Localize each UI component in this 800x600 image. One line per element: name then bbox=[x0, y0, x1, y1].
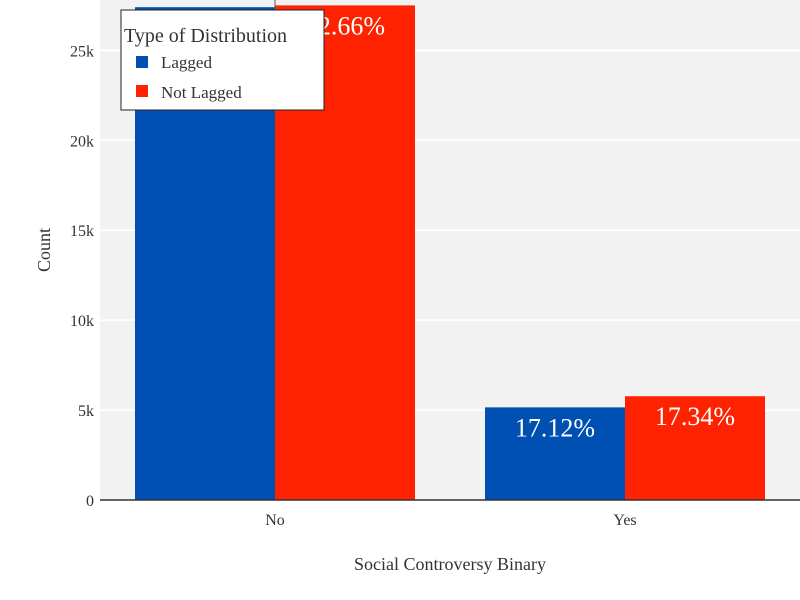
y-tick-label: 20k bbox=[70, 133, 94, 150]
y-tick-label: 25k bbox=[70, 43, 94, 60]
y-tick-label: 5k bbox=[78, 403, 94, 420]
bar-data-label: 17.12% bbox=[515, 413, 595, 442]
y-axis-title: Count bbox=[34, 228, 54, 272]
legend-box bbox=[120, 9, 325, 111]
y-tick-label: 10k bbox=[70, 313, 94, 330]
legend-label-lagged: Lagged bbox=[161, 53, 212, 72]
legend-label-not-lagged: Not Lagged bbox=[161, 83, 242, 102]
x-tick-label: Yes bbox=[613, 512, 636, 529]
bar-lagged-yes bbox=[485, 407, 625, 500]
legend-title: Type of Distribution bbox=[124, 25, 287, 47]
legend-swatch-lagged bbox=[136, 56, 148, 68]
y-tick-label: 15k bbox=[70, 223, 94, 240]
bar-data-label: 17.34% bbox=[655, 402, 735, 431]
x-axis-title: Social Controversy Binary bbox=[354, 554, 546, 574]
legend-swatch-not-lagged bbox=[136, 85, 148, 97]
y-tick-label: 0 bbox=[86, 493, 94, 510]
bar-not-lagged-yes bbox=[625, 396, 765, 500]
y-axis-ticks: 0 5k 10k 15k 20k 25k bbox=[70, 43, 94, 510]
x-tick-label: No bbox=[265, 512, 285, 529]
x-axis-ticks: No Yes bbox=[265, 512, 636, 529]
legend: Type of Distribution Lagged Not Lagged bbox=[120, 9, 325, 111]
